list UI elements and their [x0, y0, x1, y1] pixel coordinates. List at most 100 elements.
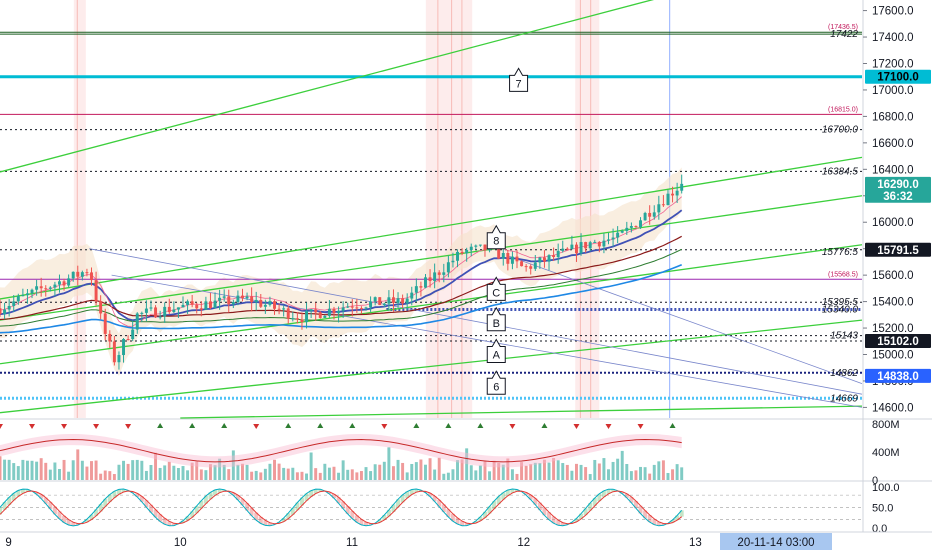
- price-badge[interactable]: 16290.0: [865, 176, 931, 191]
- candle[interactable]: [277, 303, 281, 315]
- candle[interactable]: [661, 195, 665, 207]
- candle[interactable]: [186, 299, 190, 314]
- candle[interactable]: [39, 277, 43, 297]
- candle[interactable]: [332, 306, 336, 320]
- candle[interactable]: [44, 285, 48, 297]
- candle[interactable]: [53, 281, 57, 297]
- candle[interactable]: [314, 302, 318, 321]
- candle[interactable]: [7, 299, 11, 317]
- candle[interactable]: [387, 290, 391, 311]
- candle[interactable]: [542, 250, 546, 268]
- candle[interactable]: [391, 289, 395, 312]
- trend-line[interactable]: [180, 405, 863, 419]
- wave-label-callout[interactable]: C: [486, 276, 506, 301]
- downtrend-line[interactable]: [89, 248, 863, 395]
- candle[interactable]: [561, 240, 565, 253]
- candle[interactable]: [149, 300, 153, 312]
- candle[interactable]: [341, 301, 345, 318]
- candle[interactable]: [529, 264, 533, 275]
- candle[interactable]: [652, 205, 656, 220]
- candle[interactable]: [510, 251, 514, 270]
- candle[interactable]: [204, 296, 208, 311]
- candle[interactable]: [35, 279, 39, 296]
- candle[interactable]: [103, 308, 107, 341]
- candle[interactable]: [359, 306, 363, 314]
- price-badge[interactable]: 14838.0: [865, 368, 931, 383]
- candle[interactable]: [533, 255, 537, 272]
- candle[interactable]: [241, 288, 244, 302]
- candle[interactable]: [474, 244, 478, 250]
- candle[interactable]: [112, 336, 116, 366]
- candle[interactable]: [424, 274, 427, 289]
- candle[interactable]: [327, 300, 331, 318]
- candle[interactable]: [648, 205, 652, 225]
- candle[interactable]: [538, 256, 542, 269]
- candle[interactable]: [58, 274, 61, 293]
- candle[interactable]: [62, 278, 66, 291]
- candle[interactable]: [373, 296, 377, 306]
- candle[interactable]: [547, 254, 551, 271]
- candle[interactable]: [213, 292, 217, 309]
- candle[interactable]: [3, 302, 7, 320]
- candle[interactable]: [501, 247, 505, 266]
- candle[interactable]: [355, 298, 359, 313]
- candle[interactable]: [67, 274, 71, 288]
- candle[interactable]: [607, 232, 610, 245]
- candle[interactable]: [172, 301, 176, 314]
- candle[interactable]: [405, 293, 409, 311]
- candle[interactable]: [154, 305, 158, 318]
- candle[interactable]: [629, 222, 633, 233]
- candle[interactable]: [80, 270, 84, 281]
- candle[interactable]: [524, 264, 528, 272]
- candle[interactable]: [364, 306, 368, 311]
- price-badge[interactable]: 17100.0: [865, 69, 931, 84]
- wave-label-callout[interactable]: 6: [486, 370, 506, 395]
- wave-label-callout[interactable]: B: [486, 306, 506, 332]
- candle[interactable]: [94, 271, 98, 306]
- candle[interactable]: [410, 286, 414, 306]
- candle[interactable]: [231, 299, 235, 309]
- candle[interactable]: [126, 335, 130, 341]
- candle[interactable]: [90, 267, 93, 286]
- candle[interactable]: [593, 239, 597, 243]
- candle[interactable]: [350, 299, 354, 317]
- candle[interactable]: [419, 281, 423, 297]
- candle[interactable]: [21, 288, 25, 297]
- candle[interactable]: [616, 226, 620, 244]
- trend-line[interactable]: [0, 156, 863, 300]
- candle[interactable]: [396, 292, 400, 309]
- candle[interactable]: [675, 182, 679, 203]
- candle[interactable]: [588, 240, 592, 252]
- candle[interactable]: [48, 286, 52, 292]
- candle[interactable]: [433, 263, 437, 289]
- candle[interactable]: [16, 293, 20, 305]
- candle[interactable]: [25, 288, 29, 304]
- candle[interactable]: [85, 268, 89, 277]
- candle[interactable]: [378, 297, 382, 306]
- candle[interactable]: [574, 242, 578, 262]
- candle[interactable]: [144, 300, 148, 322]
- candle[interactable]: [318, 311, 322, 319]
- candle[interactable]: [300, 312, 304, 330]
- candle[interactable]: [140, 311, 144, 323]
- candle[interactable]: [245, 292, 249, 301]
- candle[interactable]: [337, 306, 341, 323]
- candle[interactable]: [71, 271, 75, 282]
- candle[interactable]: [273, 299, 276, 315]
- candle[interactable]: [181, 296, 185, 308]
- trend-line[interactable]: [0, 319, 863, 414]
- candle[interactable]: [680, 174, 684, 194]
- candle[interactable]: [515, 250, 519, 269]
- candle[interactable]: [167, 298, 171, 315]
- candle[interactable]: [602, 233, 606, 254]
- candle[interactable]: [437, 270, 441, 283]
- wave-label-callout[interactable]: 8: [486, 224, 506, 250]
- candle[interactable]: [199, 301, 203, 317]
- downtrend-line[interactable]: [506, 254, 863, 384]
- candle[interactable]: [382, 302, 386, 308]
- candle[interactable]: [305, 302, 309, 329]
- wave-label-callout[interactable]: 7: [509, 67, 529, 92]
- candle[interactable]: [117, 351, 121, 370]
- candle[interactable]: [122, 338, 126, 363]
